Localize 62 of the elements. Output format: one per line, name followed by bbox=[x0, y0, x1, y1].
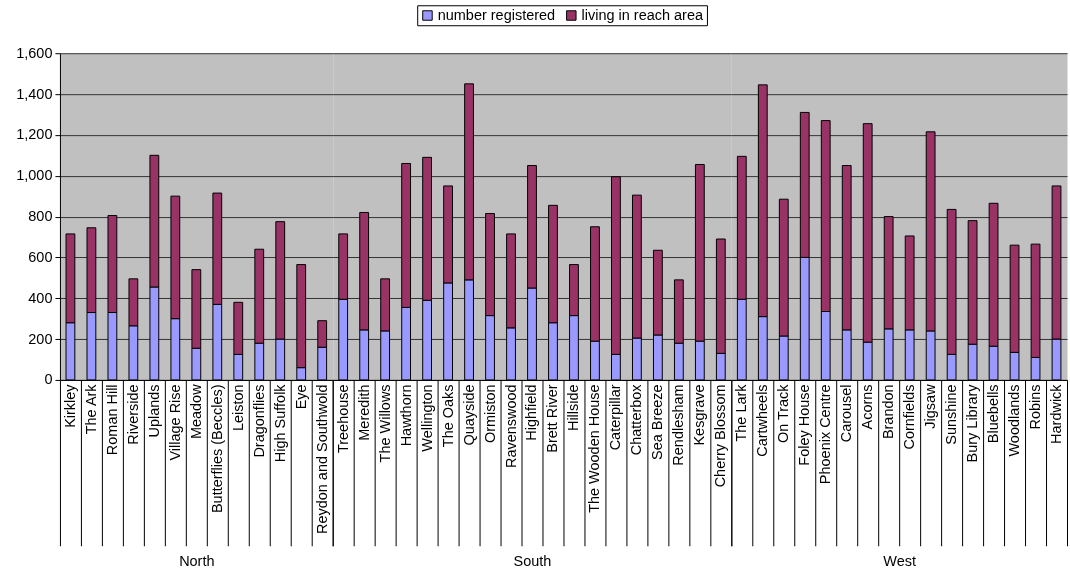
x-tick-label: Sea Breeze bbox=[649, 384, 666, 461]
x-tick-label: The Ark bbox=[82, 383, 99, 435]
x-tick-label: Cherry Blossom bbox=[712, 384, 729, 488]
x-tick-label: High Suffolk bbox=[271, 383, 288, 463]
x-tick-label: Hillside bbox=[565, 384, 582, 432]
x-tick-label: Treehouse bbox=[334, 384, 351, 454]
x-tick-label: Reydon and Southwold bbox=[313, 384, 330, 535]
x-tick-label: Robins bbox=[1027, 384, 1044, 430]
x-tick-label: Jigsaw bbox=[922, 383, 939, 429]
x-tick-label: Village Rise bbox=[166, 384, 183, 461]
y-tick-label: 600 bbox=[28, 248, 53, 265]
y-tick-label: 1,400 bbox=[16, 85, 53, 102]
y-tick-label: 400 bbox=[28, 289, 53, 306]
x-tick-label: Rendlesham bbox=[670, 384, 687, 466]
x-tick-label: The Lark bbox=[733, 383, 750, 442]
x-tick-label: On Track bbox=[775, 383, 792, 444]
x-tick-label: Brett River bbox=[544, 384, 561, 453]
x-tick-label: The Oaks bbox=[439, 384, 456, 448]
y-tick-label: 200 bbox=[28, 330, 53, 347]
x-tick-label: Phoenix Centre bbox=[817, 384, 834, 485]
x-tick-label: Uplands bbox=[145, 384, 162, 438]
y-tick-label: 0 bbox=[44, 371, 53, 388]
x-tick-label: Butterflies (Beccles) bbox=[208, 384, 225, 514]
x-tick-label: Highfield bbox=[523, 384, 540, 441]
x-tick-label: Riverside bbox=[124, 384, 141, 445]
x-tick-label: Hardwick bbox=[1048, 383, 1065, 444]
y-tick-label: 1,000 bbox=[16, 167, 53, 184]
x-tick-label: Sunshine bbox=[943, 384, 960, 445]
x-tick-label: Caterpillar bbox=[607, 384, 624, 451]
x-tick-label: The Wooden House bbox=[586, 384, 603, 513]
x-tick-label: Chatterbox bbox=[628, 383, 645, 456]
x-tick-label: Eye bbox=[292, 384, 309, 410]
x-tick-label: Dragonflies bbox=[250, 384, 267, 458]
x-tick-label: Woodlands bbox=[1006, 384, 1023, 457]
y-tick-label: 1,600 bbox=[16, 44, 53, 61]
x-tick-label: Cornfields bbox=[901, 384, 918, 450]
x-tick-label: Hawthorn bbox=[397, 384, 414, 447]
x-axis-title: West bbox=[883, 552, 917, 569]
x-tick-label: The Willows bbox=[376, 384, 393, 463]
x-tick-label: Ravenswood bbox=[502, 384, 519, 469]
x-tick-label: Bury Library bbox=[964, 383, 981, 463]
legend-label: number registered bbox=[437, 6, 556, 23]
x-tick-label: Acorns bbox=[859, 384, 876, 430]
x-axis-title: North bbox=[179, 552, 215, 569]
x-tick-label: Roman Hill bbox=[103, 384, 120, 456]
x-tick-label: Foley House bbox=[796, 384, 813, 466]
x-tick-label: Kesgrave bbox=[691, 384, 708, 446]
x-tick-label: Cartwheels bbox=[754, 384, 771, 457]
x-tick-label: Quayside bbox=[460, 384, 477, 446]
y-tick-label: 1,200 bbox=[16, 126, 53, 143]
x-axis-title: South bbox=[513, 552, 552, 569]
legend-label: living in reach area bbox=[581, 6, 704, 23]
x-tick-label: Bluebells bbox=[985, 384, 1002, 444]
x-tick-label: Meredith bbox=[355, 384, 372, 441]
x-tick-label: Brandon bbox=[880, 384, 897, 440]
x-tick-label: Meadow bbox=[187, 383, 204, 440]
x-tick-label: Kirkley bbox=[61, 383, 78, 428]
x-tick-label: Ormiston bbox=[481, 384, 498, 444]
y-tick-label: 800 bbox=[28, 208, 53, 225]
x-tick-label: Leiston bbox=[229, 384, 246, 432]
x-tick-label: Carousel bbox=[838, 384, 855, 443]
x-tick-label: Wellington bbox=[418, 384, 435, 452]
